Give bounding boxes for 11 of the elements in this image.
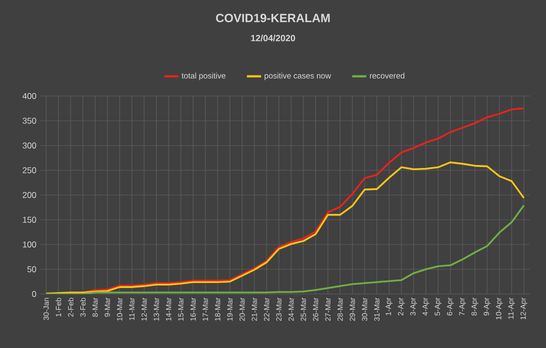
y-tick-label: 350 [22,118,36,124]
y-tick-label: 150 [22,216,36,223]
y-tick-label: 50 [27,266,36,272]
y-tick-label: 200 [22,192,36,198]
y-tick-label: 250 [22,167,36,174]
y-tick-label: 100 [22,242,36,248]
y-tick-label: 400 [22,93,36,99]
chart-title: COVID19-KERALAM [216,14,330,22]
y-tick-label: 300 [22,142,36,148]
chart-subtitle: 12/04/2020 [251,34,296,42]
y-tick-label: 0 [32,291,36,297]
